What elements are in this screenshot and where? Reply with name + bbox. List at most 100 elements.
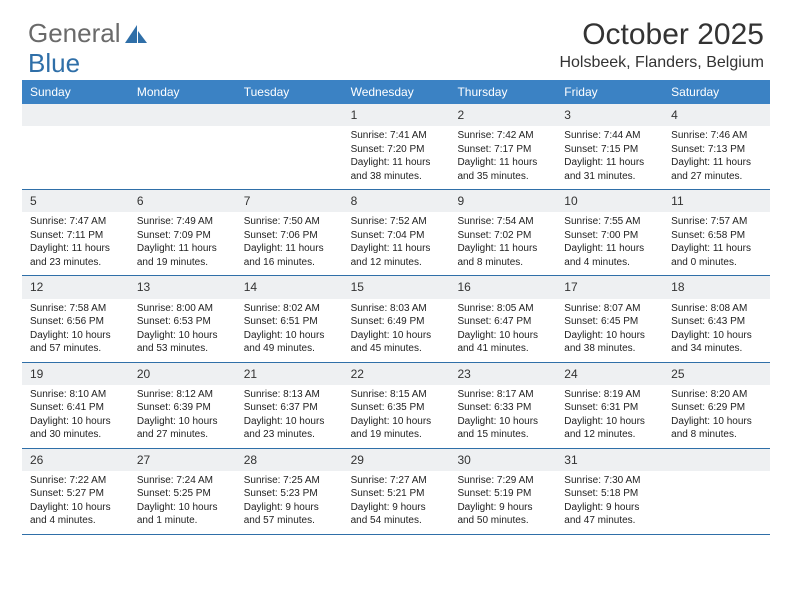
day-number: 28 (236, 449, 343, 471)
month-title: October 2025 (559, 18, 764, 52)
location-text: Holsbeek, Flanders, Belgium (559, 54, 764, 72)
daylight-line2: and 19 minutes. (137, 256, 228, 270)
day-cell: 27Sunrise: 7:24 AMSunset: 5:25 PMDayligh… (129, 449, 236, 534)
day-cell: 22Sunrise: 8:15 AMSunset: 6:35 PMDayligh… (343, 363, 450, 448)
day-number: 4 (663, 104, 770, 126)
weekday-header-row: SundayMondayTuesdayWednesdayThursdayFrid… (22, 80, 770, 104)
brand-name-2: Blue (28, 48, 80, 79)
day-body: Sunrise: 7:49 AMSunset: 7:09 PMDaylight:… (129, 212, 236, 275)
day-number: 27 (129, 449, 236, 471)
day-body: Sunrise: 7:41 AMSunset: 7:20 PMDaylight:… (343, 126, 450, 189)
sunset-text: Sunset: 6:39 PM (137, 401, 228, 415)
day-number: 9 (449, 190, 556, 212)
sunrise-text: Sunrise: 7:47 AM (30, 215, 121, 229)
sunset-text: Sunset: 7:06 PM (244, 229, 335, 243)
day-cell: 17Sunrise: 8:07 AMSunset: 6:45 PMDayligh… (556, 276, 663, 361)
daylight-line2: and 45 minutes. (351, 342, 442, 356)
daylight-line1: Daylight: 11 hours (137, 242, 228, 256)
daylight-line1: Daylight: 9 hours (244, 501, 335, 515)
sunset-text: Sunset: 7:02 PM (457, 229, 548, 243)
daylight-line2: and 30 minutes. (30, 428, 121, 442)
daylight-line1: Daylight: 10 hours (564, 329, 655, 343)
sunset-text: Sunset: 5:27 PM (30, 487, 121, 501)
daylight-line1: Daylight: 11 hours (564, 242, 655, 256)
sunrise-text: Sunrise: 8:17 AM (457, 388, 548, 402)
day-number: 15 (343, 276, 450, 298)
daylight-line1: Daylight: 11 hours (351, 156, 442, 170)
weekday-header: Friday (556, 80, 663, 104)
brand-name-1: General (28, 18, 121, 49)
sunrise-text: Sunrise: 7:24 AM (137, 474, 228, 488)
day-body: Sunrise: 7:30 AMSunset: 5:18 PMDaylight:… (556, 471, 663, 534)
day-cell (22, 104, 129, 189)
weekday-header: Thursday (449, 80, 556, 104)
day-number: 12 (22, 276, 129, 298)
calendar-week: 26Sunrise: 7:22 AMSunset: 5:27 PMDayligh… (22, 449, 770, 535)
sunrise-text: Sunrise: 7:29 AM (457, 474, 548, 488)
sunset-text: Sunset: 6:29 PM (671, 401, 762, 415)
daylight-line1: Daylight: 10 hours (457, 329, 548, 343)
day-cell: 12Sunrise: 7:58 AMSunset: 6:56 PMDayligh… (22, 276, 129, 361)
sunset-text: Sunset: 5:21 PM (351, 487, 442, 501)
calendar: SundayMondayTuesdayWednesdayThursdayFrid… (0, 80, 792, 535)
weekday-header: Sunday (22, 80, 129, 104)
daylight-line2: and 8 minutes. (457, 256, 548, 270)
logo-sail-icon (123, 23, 149, 45)
sunrise-text: Sunrise: 7:57 AM (671, 215, 762, 229)
day-body: Sunrise: 7:57 AMSunset: 6:58 PMDaylight:… (663, 212, 770, 275)
day-cell: 15Sunrise: 8:03 AMSunset: 6:49 PMDayligh… (343, 276, 450, 361)
sunrise-text: Sunrise: 7:42 AM (457, 129, 548, 143)
day-body: Sunrise: 7:22 AMSunset: 5:27 PMDaylight:… (22, 471, 129, 534)
daylight-line1: Daylight: 10 hours (671, 329, 762, 343)
day-body: Sunrise: 7:55 AMSunset: 7:00 PMDaylight:… (556, 212, 663, 275)
day-body: Sunrise: 7:47 AMSunset: 7:11 PMDaylight:… (22, 212, 129, 275)
daylight-line1: Daylight: 11 hours (351, 242, 442, 256)
daylight-line2: and 50 minutes. (457, 514, 548, 528)
daylight-line2: and 34 minutes. (671, 342, 762, 356)
title-block: October 2025 Holsbeek, Flanders, Belgium (559, 18, 764, 72)
calendar-week: 1Sunrise: 7:41 AMSunset: 7:20 PMDaylight… (22, 104, 770, 190)
sunset-text: Sunset: 7:17 PM (457, 143, 548, 157)
day-number: 29 (343, 449, 450, 471)
daylight-line1: Daylight: 11 hours (671, 156, 762, 170)
day-number: 24 (556, 363, 663, 385)
daylight-line1: Daylight: 9 hours (351, 501, 442, 515)
page-header: General October 2025 Holsbeek, Flanders,… (0, 0, 792, 80)
day-body: Sunrise: 7:54 AMSunset: 7:02 PMDaylight:… (449, 212, 556, 275)
daylight-line1: Daylight: 10 hours (457, 415, 548, 429)
day-cell: 26Sunrise: 7:22 AMSunset: 5:27 PMDayligh… (22, 449, 129, 534)
daylight-line2: and 12 minutes. (564, 428, 655, 442)
sunset-text: Sunset: 6:49 PM (351, 315, 442, 329)
sunrise-text: Sunrise: 7:52 AM (351, 215, 442, 229)
daylight-line1: Daylight: 10 hours (351, 329, 442, 343)
day-cell (129, 104, 236, 189)
sunset-text: Sunset: 7:20 PM (351, 143, 442, 157)
day-body: Sunrise: 7:42 AMSunset: 7:17 PMDaylight:… (449, 126, 556, 189)
daylight-line1: Daylight: 10 hours (564, 415, 655, 429)
day-body: Sunrise: 8:10 AMSunset: 6:41 PMDaylight:… (22, 385, 129, 448)
sunrise-text: Sunrise: 7:25 AM (244, 474, 335, 488)
brand-logo: General (28, 18, 149, 49)
day-number: 8 (343, 190, 450, 212)
day-body: Sunrise: 7:52 AMSunset: 7:04 PMDaylight:… (343, 212, 450, 275)
day-body: Sunrise: 8:17 AMSunset: 6:33 PMDaylight:… (449, 385, 556, 448)
daylight-line2: and 1 minute. (137, 514, 228, 528)
sunrise-text: Sunrise: 7:30 AM (564, 474, 655, 488)
sunrise-text: Sunrise: 8:15 AM (351, 388, 442, 402)
day-cell: 7Sunrise: 7:50 AMSunset: 7:06 PMDaylight… (236, 190, 343, 275)
day-cell: 18Sunrise: 8:08 AMSunset: 6:43 PMDayligh… (663, 276, 770, 361)
sunrise-text: Sunrise: 7:22 AM (30, 474, 121, 488)
daylight-line1: Daylight: 11 hours (671, 242, 762, 256)
daylight-line1: Daylight: 11 hours (244, 242, 335, 256)
day-cell: 9Sunrise: 7:54 AMSunset: 7:02 PMDaylight… (449, 190, 556, 275)
day-body: Sunrise: 8:19 AMSunset: 6:31 PMDaylight:… (556, 385, 663, 448)
daylight-line2: and 31 minutes. (564, 170, 655, 184)
day-number: 13 (129, 276, 236, 298)
daylight-line1: Daylight: 10 hours (30, 415, 121, 429)
daylight-line1: Daylight: 10 hours (244, 415, 335, 429)
sunrise-text: Sunrise: 8:20 AM (671, 388, 762, 402)
sunrise-text: Sunrise: 7:55 AM (564, 215, 655, 229)
daylight-line1: Daylight: 11 hours (457, 156, 548, 170)
day-number: 19 (22, 363, 129, 385)
day-body: Sunrise: 8:12 AMSunset: 6:39 PMDaylight:… (129, 385, 236, 448)
